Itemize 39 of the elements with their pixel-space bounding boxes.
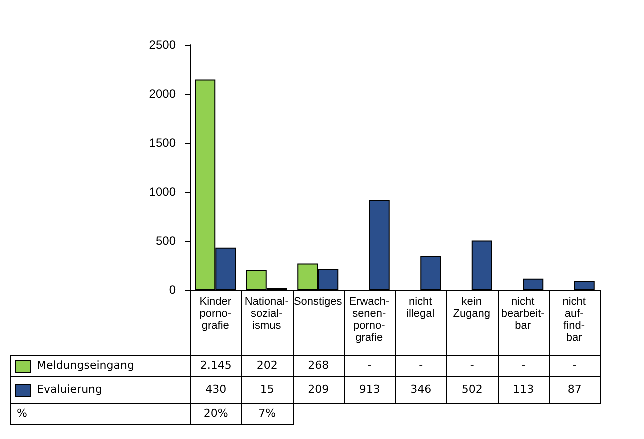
data-label: 346	[395, 376, 448, 404]
data-label: 113	[498, 376, 550, 404]
y-tick-label: 1000	[149, 185, 176, 199]
data-label: 2.145	[190, 355, 242, 377]
x-tick-label: nicht auf- find- bar	[562, 296, 586, 344]
legend-label: Meldungseingang	[37, 359, 134, 372]
data-label: 268	[292, 355, 345, 377]
x-tick-label: Sonstiges	[294, 296, 343, 308]
bar	[523, 278, 544, 290]
bar	[472, 240, 492, 290]
data-label: 87	[548, 376, 601, 404]
legend-label: Evaluierung	[37, 383, 103, 396]
y-tick-label: 1500	[149, 136, 176, 150]
bar	[420, 256, 442, 290]
data-label: 913	[344, 376, 396, 404]
text: 7%	[241, 403, 294, 425]
text: -	[419, 359, 424, 372]
data-label: 15	[241, 376, 294, 404]
x-tick-label: National- sozial- ismus	[244, 296, 290, 332]
y-tick-label: 2000	[149, 87, 176, 101]
data-label: 430	[190, 376, 242, 404]
y-tick-label: 2500	[149, 38, 176, 52]
text: 20%	[190, 403, 242, 425]
text: -	[572, 359, 577, 372]
x-tick-label: nicht illegal	[406, 296, 435, 320]
text: -	[368, 359, 372, 372]
x-tick-label: Erwach- senen- porno- grafie	[349, 296, 390, 344]
x-tick-label: kein Zugang	[453, 296, 491, 320]
bar	[369, 200, 390, 290]
data-label: 209	[292, 376, 345, 404]
data-label: 502	[446, 376, 498, 404]
y-tick-label: 0	[169, 283, 176, 297]
text: -	[522, 359, 526, 372]
data-label: 202	[241, 355, 294, 377]
text: -	[470, 359, 474, 372]
y-tick-label: 500	[156, 234, 176, 248]
x-tick-label: Kinder porno- grafie	[200, 296, 232, 332]
text: %	[10, 403, 191, 425]
x-tick-label: nicht bearbeit- bar	[501, 296, 546, 332]
